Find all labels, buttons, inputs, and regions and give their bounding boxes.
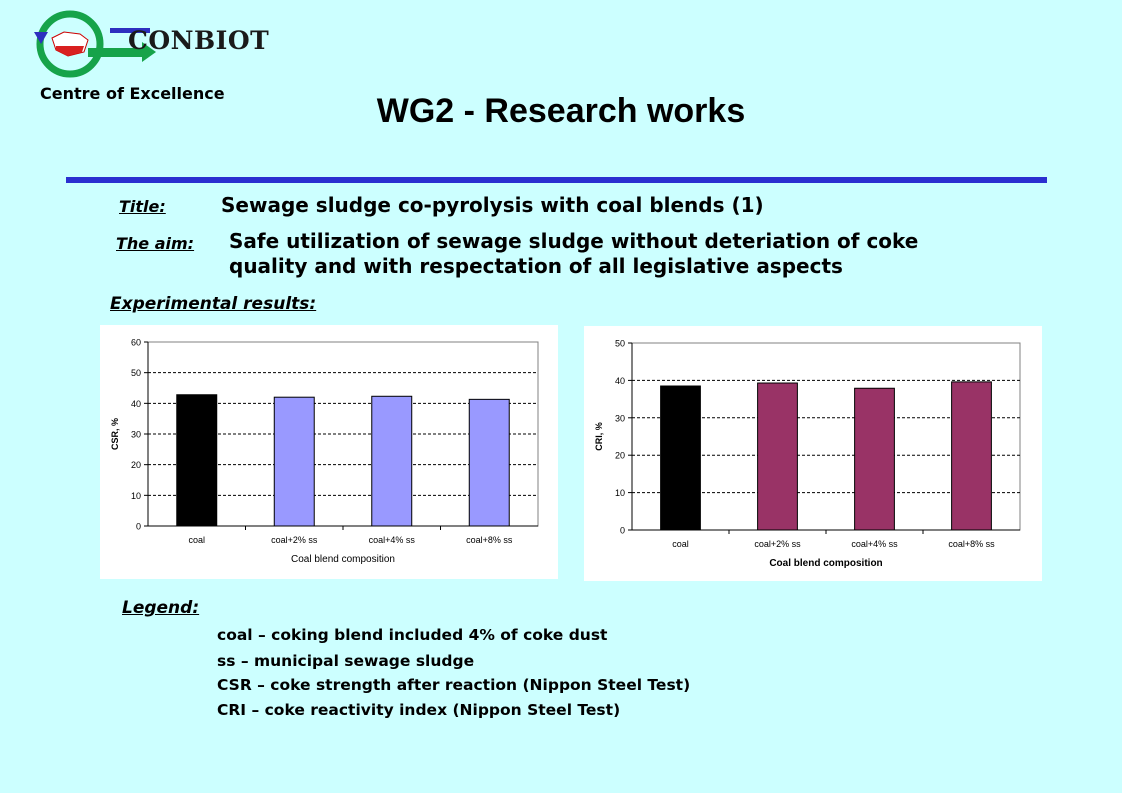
y-tick-label: 30 [615,413,625,423]
y-tick-label: 40 [131,399,141,409]
csr-chart: 0 10 20 30 40 50 60 coal coal+2% ss coal+4% ss coa… [100,325,558,579]
title-label: Title: [119,197,166,216]
aim-line-2: quality and with respectation of all leg… [229,254,843,278]
y-axis-title: CRI, % [594,422,604,451]
bar-coal-2-ss [757,382,798,531]
y-tick-label: 50 [615,339,625,349]
x-axis-title: Coal blend composition [769,558,882,569]
x-tick-label: coal [672,539,689,549]
legend-item-coal: coal – coking blend included 4% of coke … [217,626,608,644]
aim-line-1: Safe utilization of sewage sludge withou… [229,229,919,253]
legend-label: Legend: [122,598,200,618]
logo-text: CONBIOT [128,26,270,55]
x-tick-label: coal+8% ss [948,539,995,549]
title-value: Sewage sludge co-pyrolysis with coal ble… [221,193,764,217]
results-label: Experimental results: [110,294,317,314]
x-axis-title: Coal blend composition [291,554,395,565]
bar-coal-4-ss [854,387,895,531]
cri-chart: 0 10 20 30 40 50 coal coal+2% ss coal+4% ss coal+… [584,326,1042,581]
y-tick-label: 0 [136,522,141,532]
x-tick-label: coal+4% ss [851,539,898,549]
y-tick-label: 50 [131,368,141,378]
x-tick-label: coal+2% ss [271,535,318,545]
cri-chart-svg: 0 10 20 30 40 50 coal coal+2% ss coal+4% ss coal+… [594,339,1021,569]
conbiot-logo [30,10,260,80]
y-tick-label: 10 [131,491,141,501]
legend-item-csr: CSR – coke strength after reaction (Nipp… [217,676,691,694]
bar-coal-8-ss [468,398,510,527]
x-tick-label: coal+4% ss [369,535,416,545]
title-divider [66,177,1047,183]
bar-coal-4-ss [371,395,413,527]
y-tick-label: 60 [131,338,141,348]
logo-subtitle: Centre of Excellence [40,84,225,103]
page-title: WG2 - Research works [376,92,746,130]
y-tick-label: 40 [615,376,625,386]
legend-item-cri: CRI – coke reactivity index (Nippon Stee… [217,701,621,719]
logo-graphic-icon [34,10,156,78]
bar-coal-8-ss [951,381,992,531]
x-tick-label: coal+2% ss [754,539,801,549]
csr-chart-svg: 0 10 20 30 40 50 60 coal coal+2% ss coal+4% ss coa… [110,338,539,565]
y-axis-title: CSR, % [110,418,120,450]
aim-label: The aim: [116,234,195,253]
x-tick-label: coal [188,535,205,545]
y-tick-label: 0 [620,526,625,536]
x-tick-label: coal+8% ss [466,535,513,545]
y-tick-label: 30 [131,430,141,440]
bar-coal [660,385,701,531]
legend-item-ss: ss – municipal sewage sludge [217,652,475,670]
bar-coal [176,394,218,527]
y-tick-label: 20 [615,451,625,461]
bar-coal-2-ss [273,396,315,527]
y-tick-label: 10 [615,488,625,498]
y-tick-label: 20 [131,460,141,470]
